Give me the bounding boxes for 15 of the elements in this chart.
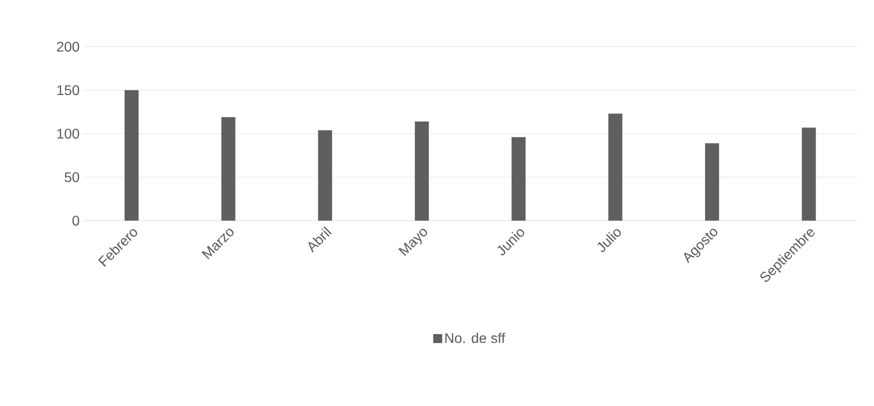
y-tick-label: 150 bbox=[57, 85, 80, 96]
y-tick-label: 100 bbox=[57, 128, 80, 139]
bar bbox=[414, 122, 429, 221]
bar bbox=[124, 90, 139, 221]
y-tick-label: 50 bbox=[64, 172, 80, 182]
x-tick-label: Julio bbox=[597, 229, 621, 252]
bar bbox=[512, 137, 526, 221]
y-tick-label: 200 bbox=[57, 42, 80, 52]
bar bbox=[318, 130, 332, 221]
bar bbox=[221, 117, 236, 221]
y-tick-label: 0 bbox=[72, 216, 80, 226]
bar bbox=[705, 143, 720, 221]
bar bbox=[802, 128, 816, 221]
legend-label: No. de sff bbox=[445, 332, 506, 344]
bar bbox=[608, 114, 622, 221]
